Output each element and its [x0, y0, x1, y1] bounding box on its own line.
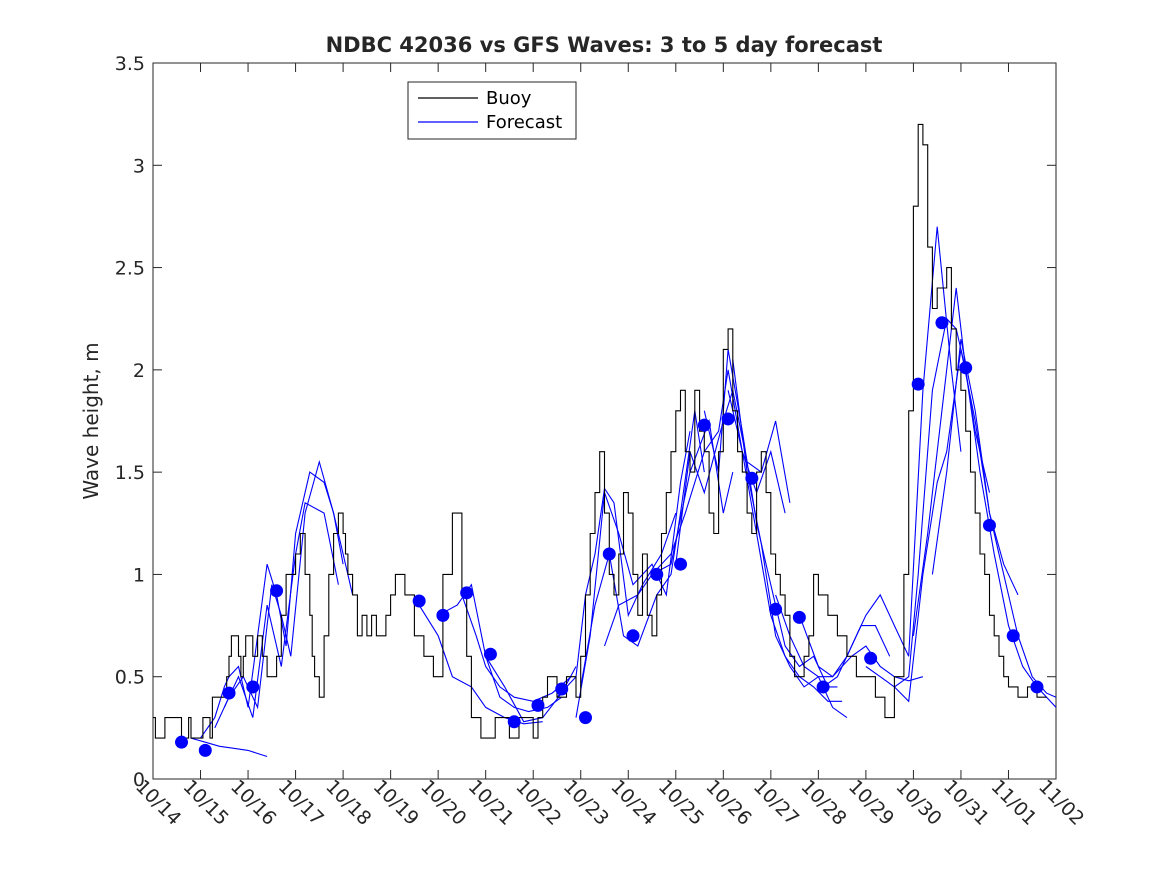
forecast-marker — [911, 377, 925, 391]
y-tick-label: 2 — [133, 360, 145, 382]
forecast-marker — [602, 547, 616, 561]
forecast-marker — [816, 680, 830, 694]
forecast-marker — [1030, 680, 1044, 694]
axes-frame — [152, 62, 1057, 780]
y-tick-label: 1 — [133, 564, 145, 586]
forecast-markers — [175, 316, 1044, 757]
forecast-line — [200, 471, 354, 739]
forecast-line — [575, 431, 691, 718]
forecast-marker — [222, 686, 236, 700]
chart-title: NDBC 42036 vs GFS Waves: 3 to 5 day fore… — [326, 33, 883, 57]
forecast-line — [732, 359, 848, 719]
forecast-marker — [198, 743, 212, 757]
forecast-marker — [674, 557, 688, 571]
y-axis-ticks: 0 0.5 1 1.5 2 2.5 3 3.5 — [115, 53, 1056, 791]
forecast-marker — [507, 715, 521, 729]
forecast-lines — [190, 226, 1057, 758]
forecast-line — [580, 410, 705, 687]
forecast-marker — [626, 629, 640, 643]
forecast-marker — [555, 682, 569, 696]
forecast-marker — [650, 567, 664, 581]
legend: Buoy Forecast — [407, 81, 577, 140]
forecast-marker — [175, 735, 189, 749]
y-tick-label: 1.5 — [115, 462, 145, 484]
forecast-marker — [959, 361, 973, 375]
forecast-line — [223, 501, 339, 718]
forecast-marker — [982, 518, 996, 532]
forecast-marker — [246, 680, 260, 694]
forecast-marker — [578, 711, 592, 725]
buoy-line — [153, 123, 1047, 739]
forecast-marker — [412, 594, 426, 608]
legend-box — [407, 81, 577, 140]
forecast-marker — [769, 602, 783, 616]
forecast-marker — [721, 412, 735, 426]
forecast-marker — [1006, 629, 1020, 643]
forecast-line — [556, 486, 677, 698]
forecast-marker — [483, 647, 497, 661]
forecast-marker — [460, 586, 474, 600]
buoy-line-group — [153, 123, 1047, 739]
forecast-marker — [792, 610, 806, 624]
y-tick-label: 3.5 — [115, 53, 145, 75]
forecast-marker — [436, 608, 450, 622]
forecast-line — [190, 737, 268, 758]
forecast-marker — [531, 698, 545, 712]
y-tick-label: 3 — [133, 155, 145, 177]
forecast-marker — [864, 651, 878, 665]
forecast-marker — [270, 584, 284, 598]
legend-buoy-label: Buoy — [486, 88, 532, 109]
forecast-marker — [935, 316, 949, 330]
y-tick-label: 2.5 — [115, 258, 145, 280]
y-tick-label: 0.5 — [115, 667, 145, 689]
forecast-marker — [745, 471, 759, 485]
forecast-line — [912, 287, 1057, 708]
forecast-marker — [697, 418, 711, 432]
y-tick-label: 0 — [133, 769, 145, 791]
legend-forecast-label: Forecast — [486, 112, 562, 133]
y-axis-label: Wave height, m — [79, 342, 103, 499]
plot-area: 00.511.522.533.5 10/1410/1510/1610/1710/… — [115, 53, 1089, 830]
